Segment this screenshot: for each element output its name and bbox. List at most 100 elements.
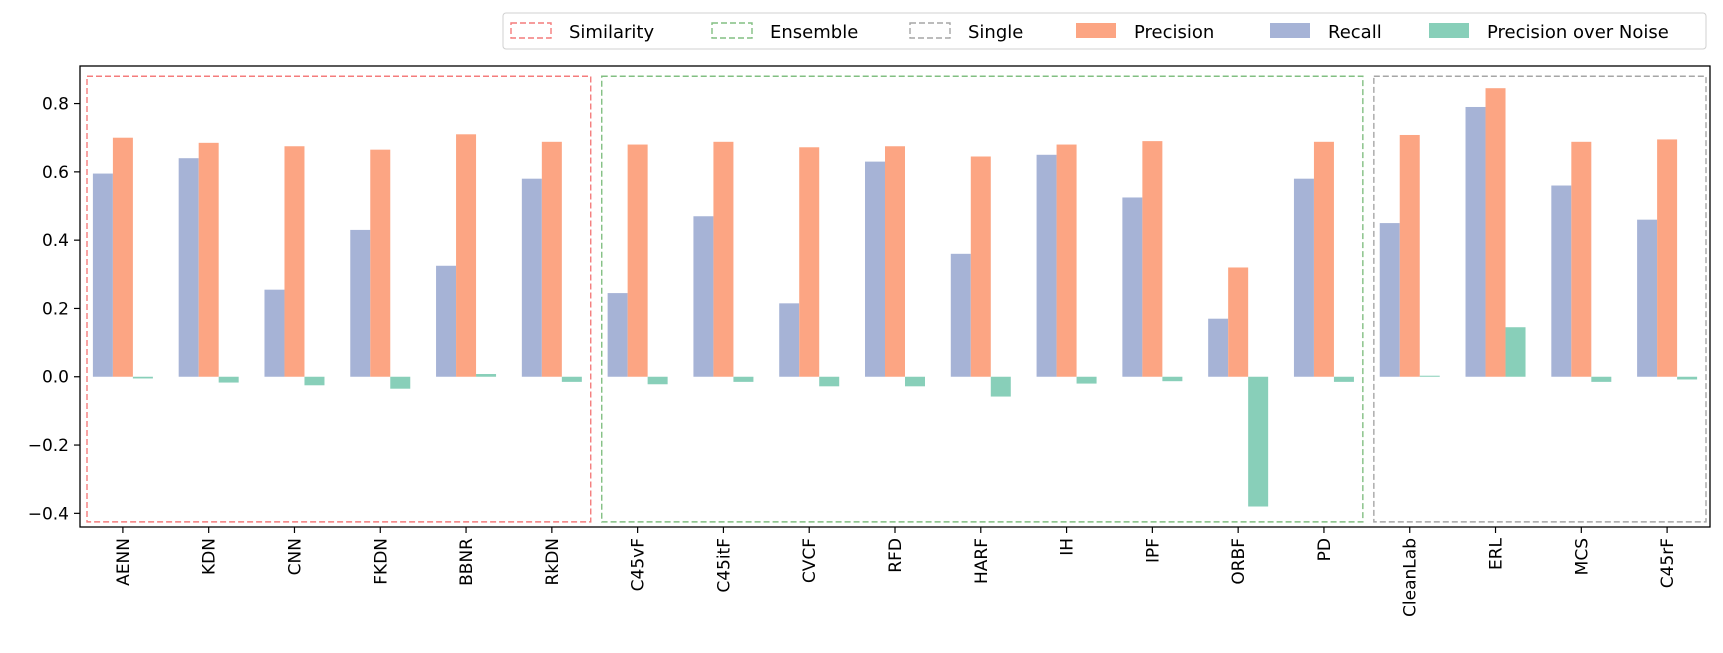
y-tick-label: 0.2 [42, 299, 69, 319]
bar-recall-erl [1465, 106, 1486, 377]
bar-recall-harf [950, 253, 971, 377]
group-box-single [1373, 75, 1707, 523]
bar-precision-orbf [1228, 267, 1249, 377]
bar-precision-cnn [284, 146, 305, 377]
y-tick-label: −0.2 [28, 436, 69, 456]
bar-recall-cnn [264, 289, 285, 377]
bar-precision-over-noise-cvcf [819, 376, 840, 387]
x-tick-label-kdn: KDN [200, 538, 220, 575]
legend-item-precision: Precision [1076, 22, 1214, 43]
x-tick-label-c45vf: C45vF [629, 538, 649, 591]
x-tick-label-mcs: MCS [1572, 538, 1592, 575]
x-tick-label-cvcf: CVCF [800, 538, 820, 583]
bar-precision-rfd [885, 146, 905, 377]
bar-precision-over-noise-c45itf [733, 376, 754, 382]
bar-precision-c45vf [627, 144, 648, 377]
bar-precision-mcs [1571, 141, 1592, 377]
legend: Similarity Ensemble Single Precision Recall P… [502, 12, 1707, 50]
y-tick-label: 0.8 [42, 95, 69, 115]
bar-precision-ih [1056, 144, 1077, 377]
group-boxes [86, 75, 1707, 523]
y-tick-label: 0.6 [42, 163, 69, 183]
legend-swatch-single [909, 22, 951, 39]
x-tick-label-ipf: IPF [1143, 538, 1163, 563]
legend-item-ensemble: Ensemble [711, 22, 858, 43]
legend-label-ensemble: Ensemble [770, 22, 858, 43]
bar-precision-over-noise-bbnr [476, 374, 497, 377]
x-tick-label-cleanlab: CleanLab [1401, 538, 1421, 617]
plot-frame [79, 65, 1711, 528]
bar-precision-cleanlab [1399, 134, 1420, 377]
legend-item-single: Single [909, 22, 1023, 43]
bar-precision-aenn [112, 137, 133, 377]
bar-recall-c45rf [1637, 219, 1658, 377]
bar-precision-ipf [1142, 141, 1163, 377]
legend-label-precision-over-noise: Precision over Noise [1487, 22, 1669, 43]
group-box-ensemble [601, 75, 1364, 523]
bar-precision-over-noise-cleanlab [1419, 375, 1440, 377]
legend-item-similarity: Similarity [510, 22, 654, 43]
bar-recall-cleanlab [1379, 223, 1400, 377]
x-tick-label-erl: ERL [1487, 537, 1507, 570]
bar-recall-fkdn [350, 229, 371, 377]
legend-item-precision-over-noise: Precision over Noise [1429, 22, 1669, 43]
bar-recall-ipf [1122, 197, 1143, 377]
bar-recall-rkdn [521, 178, 542, 377]
bar-precision-over-noise-fkdn [390, 376, 411, 389]
bar-precision-bbnr [456, 134, 477, 377]
bar-recall-pd [1293, 178, 1314, 377]
bar-precision-erl [1485, 88, 1506, 377]
x-tick-label-orbf: ORBF [1229, 538, 1249, 585]
x-tick-label-cnn: CNN [285, 538, 305, 575]
x-tick-label-ih: IH [1058, 538, 1078, 556]
bar-recall-mcs [1551, 185, 1572, 377]
bar-precision-over-noise-harf [990, 376, 1011, 397]
bar-recall-c45vf [607, 293, 628, 377]
x-tick-label-c45rf: C45rF [1658, 538, 1678, 588]
x-tick-label-c45itf: C45itF [714, 538, 734, 593]
bar-precision-fkdn [370, 149, 391, 377]
bar-recall-c45itf [693, 216, 714, 377]
bar-recall-rfd [865, 161, 885, 377]
x-tick-label-aenn: AENN [114, 538, 134, 586]
bar-precision-harf [970, 156, 991, 377]
y-tick-label: −0.4 [28, 504, 69, 524]
x-tick-label-pd: PD [1315, 538, 1335, 561]
bar-recall-ih [1036, 154, 1057, 377]
legend-swatch-recall [1270, 23, 1310, 38]
bar-precision-over-noise-rfd [905, 376, 925, 387]
bar-precision-over-noise-orbf [1248, 376, 1269, 507]
bar-precision-pd [1313, 141, 1334, 377]
bar-precision-over-noise-kdn [218, 376, 239, 383]
bars [92, 88, 1698, 507]
y-tick-label: 0.4 [42, 231, 69, 251]
bar-precision-over-noise-c45rf [1677, 376, 1698, 380]
bar-recall-kdn [178, 158, 199, 377]
legend-label-single: Single [968, 22, 1023, 43]
bar-precision-c45itf [713, 141, 734, 377]
legend-swatch-precision-over-noise [1429, 23, 1469, 38]
bar-precision-c45rf [1657, 139, 1678, 377]
bar-precision-over-noise-cnn [304, 376, 325, 386]
bar-precision-kdn [198, 142, 219, 377]
bar-recall-orbf [1208, 318, 1229, 377]
bar-precision-cvcf [799, 147, 820, 377]
bar-recall-aenn [92, 173, 113, 377]
bar-precision-over-noise-ipf [1162, 376, 1183, 382]
legend-swatch-precision [1076, 23, 1116, 38]
bar-precision-over-noise-c45vf [647, 376, 668, 385]
bar-precision-over-noise-aenn [132, 376, 153, 379]
y-tick-label: 0.0 [42, 368, 69, 388]
legend-label-recall: Recall [1328, 22, 1382, 43]
bar-precision-over-noise-erl [1505, 327, 1526, 377]
y-axis: −0.4 −0.2 0.0 0.2 0.4 0.6 0.8 [28, 95, 80, 524]
legend-item-recall: Recall [1270, 22, 1382, 43]
bar-precision-over-noise-mcs [1591, 376, 1612, 382]
legend-label-precision: Precision [1134, 22, 1214, 43]
bar-precision-over-noise-ih [1076, 376, 1097, 384]
legend-swatch-similarity [510, 22, 552, 39]
bar-recall-cvcf [779, 303, 800, 377]
x-tick-label-fkdn: FKDN [371, 538, 391, 585]
bar-precision-over-noise-rkdn [561, 376, 582, 382]
